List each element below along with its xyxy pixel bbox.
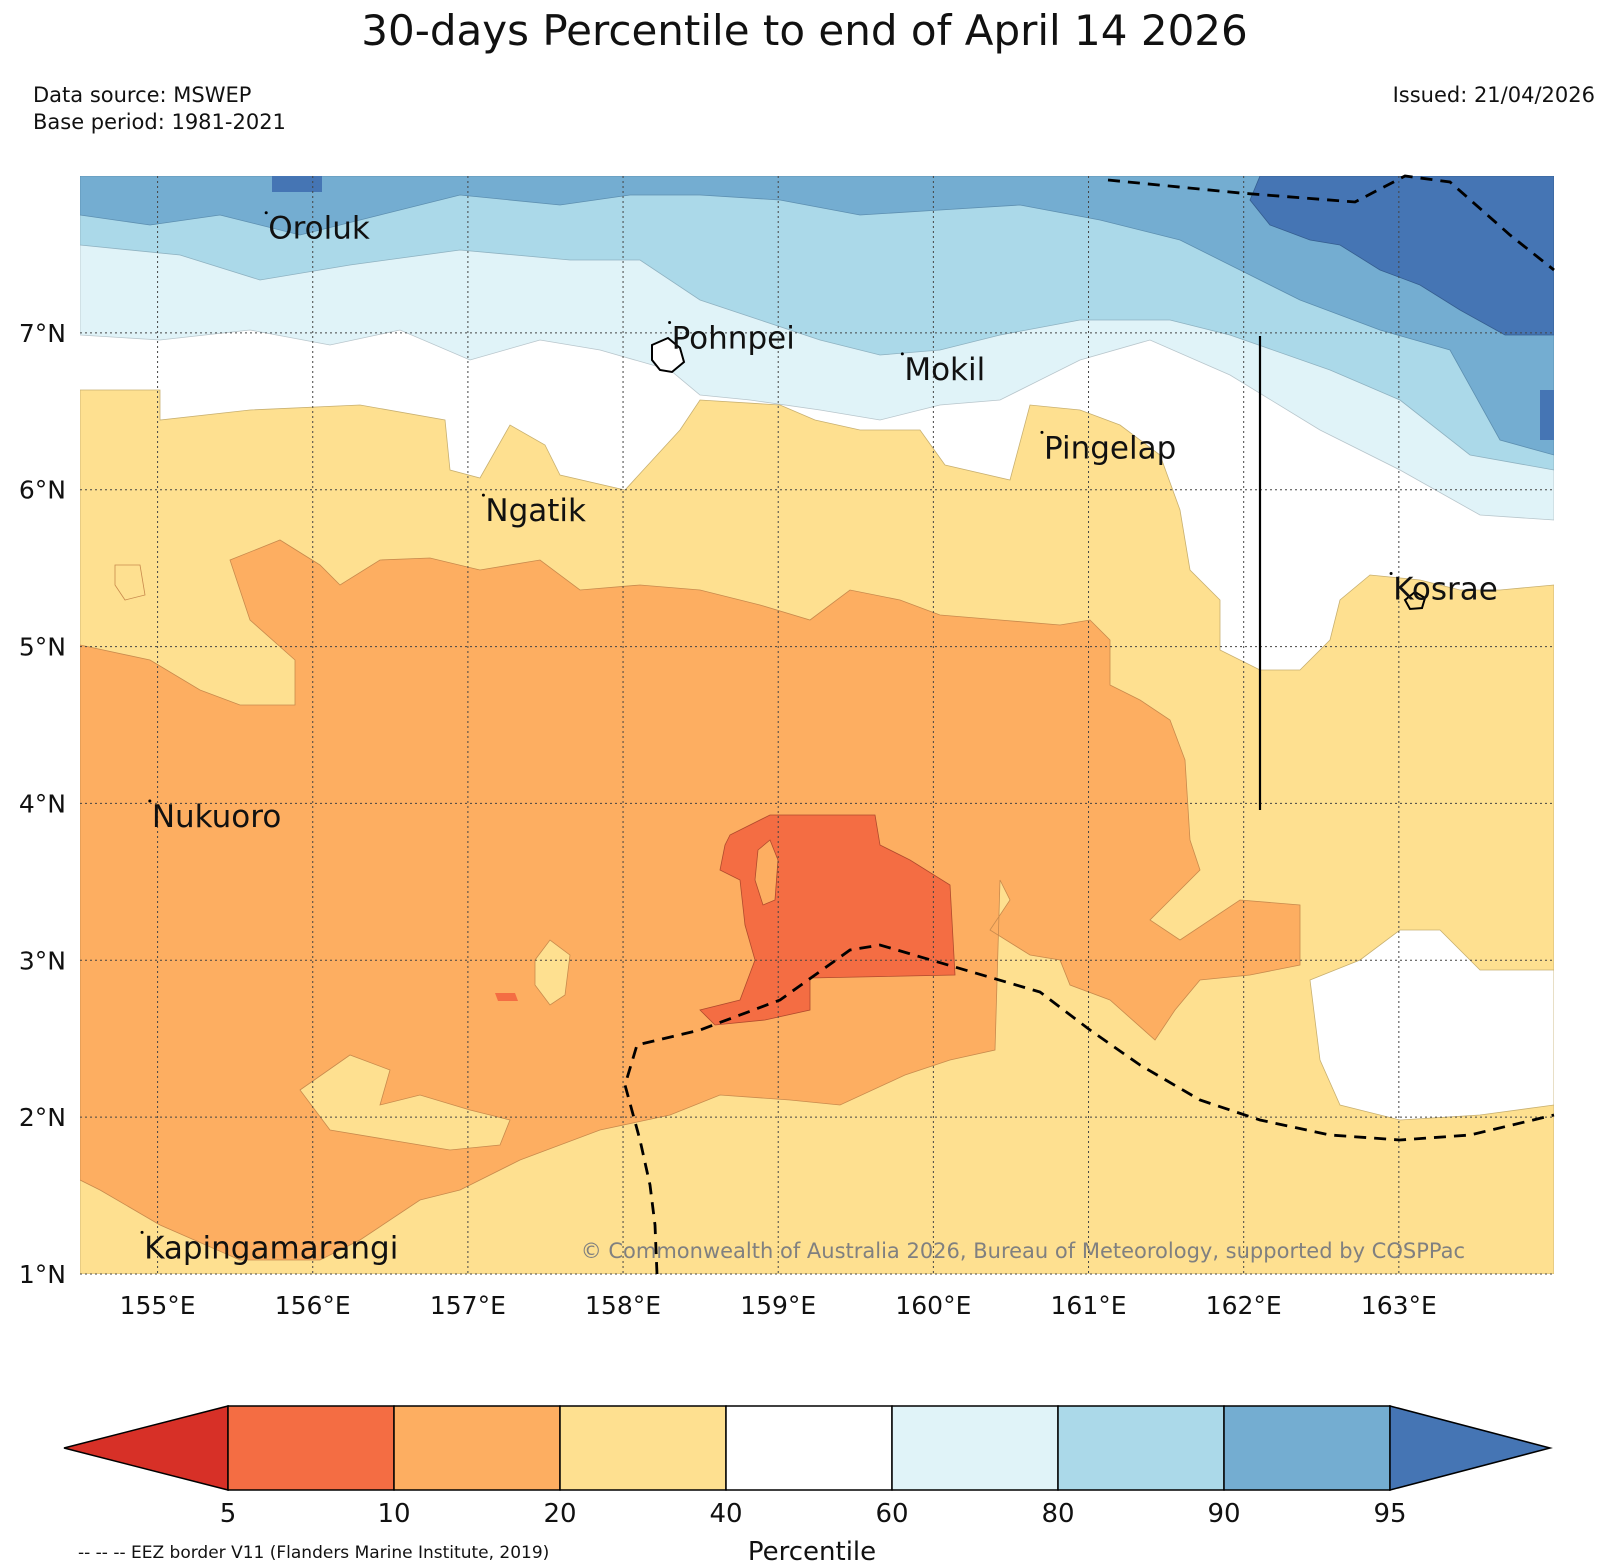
island-marker [148,799,152,803]
copyright-text: © Commonwealth of Australia 2026, Bureau… [581,1239,1465,1263]
colorbar-tick-label: 20 [543,1499,576,1529]
place-label-kapingamarangi: Kapingamarangi [144,1230,398,1266]
longitude-tick-label: 161°E [1051,1291,1127,1320]
colorbar-segment [725,1405,893,1491]
latitude-tick-label: 4°N [19,789,66,818]
colorbar-tick-labels: 5 10 20 40 60 80 90 95 [220,1499,1407,1529]
field-10-20-hole [754,839,779,906]
longitude-tick-label: 160°E [895,1291,971,1320]
place-labels: Oroluk Pohnpei Mokil Pingelap Ngatik Kosrae Nu… [140,211,1498,1266]
island-marker [900,352,904,356]
island-marker [481,493,485,497]
colorbar-extension-high [1389,1405,1553,1491]
map-metadata: Data source: MSWEP Base period: 1981-202… [33,82,286,136]
field-above-95-patch [272,176,322,192]
longitude-tick-label: 162°E [1206,1291,1282,1320]
longitude-tick-label: 157°E [430,1291,506,1320]
colorbar-segment [1057,1405,1225,1491]
colorbar-tick-label: 10 [377,1499,410,1529]
island-marker [140,1230,144,1234]
pohnpei-island-outline [651,336,686,374]
longitude-tick-label: 159°E [740,1291,816,1320]
percentile-fields [80,176,1554,1274]
latitude-tick-label: 1°N [19,1260,66,1289]
colorbar-segment [393,1405,561,1491]
place-label-nukuoro: Nukuoro [152,799,281,835]
colorbar-tick-label: 60 [875,1499,908,1529]
longitude-tick-labels: 155°E 156°E 157°E 158°E 159°E 160°E 161°E 162°E… [120,1291,1437,1320]
longitude-tick-label: 158°E [585,1291,661,1320]
field-20-40-islet [534,939,571,1006]
colorbar-segment [891,1405,1059,1491]
field-above-95-patch-east [1540,390,1554,440]
field-20-40-islands [299,1054,511,1151]
map-title: 30-days Percentile to end of April 14 20… [361,6,1248,55]
graticule [80,176,1554,1275]
kosrae-island-outline [1403,590,1427,611]
data-source-text: Data source: MSWEP [33,83,252,107]
colorbar-tick-label: 5 [220,1499,237,1529]
field-80-90 [80,176,1554,471]
latitude-tick-labels: 1°N 2°N 3°N 4°N 5°N 6°N 7°N [19,319,66,1289]
latitude-tick-label: 2°N [19,1103,66,1132]
issued-date-text: Issued: 21/04/2026 [1392,83,1595,107]
colorbar-segment [559,1405,727,1491]
base-period-text: Base period: 1981-2021 [33,110,286,134]
place-label-pohnpei: Pohnpei [672,321,795,357]
island-marker [668,321,672,325]
latitude-tick-label: 7°N [19,319,66,348]
field-40-60-east-patch [1309,929,1554,1121]
latitude-tick-label: 5°N [19,633,66,662]
longitude-tick-label: 156°E [275,1291,351,1320]
latitude-tick-label: 6°N [19,476,66,505]
field-5-10-islet [495,993,518,1001]
eez-border-south [623,943,1555,1275]
place-label-ngatik: Ngatik [485,493,586,529]
colorbar-segment [227,1405,395,1491]
colorbar-extension-low [63,1405,229,1491]
eez-borders [623,174,1555,1275]
latitude-tick-label: 3°N [19,946,66,975]
colorbar-tick-label: 40 [709,1499,742,1529]
colorbar-tick-label: 95 [1373,1499,1406,1529]
place-label-pingelap: Pingelap [1044,430,1176,466]
island-marker [1040,430,1044,434]
island-marker [1389,572,1393,576]
eez-border-north [1107,174,1555,272]
island-marker [264,211,268,215]
colorbar-tick-label: 90 [1207,1499,1240,1529]
place-label-kosrae: Kosrae [1393,572,1498,608]
eez-legend-note: -- -- -- EEZ border V11 (Flanders Marine… [78,1543,549,1563]
field-above-95 [1249,176,1554,336]
place-label-mokil: Mokil [904,352,985,388]
colorbar-segment [1223,1405,1391,1491]
colorbar-label: Percentile [748,1537,876,1563]
longitude-tick-label: 163°E [1361,1291,1437,1320]
place-label-oroluk: Oroluk [268,211,370,247]
colorbar-tick-label: 80 [1041,1499,1074,1529]
colorbar [63,1405,1553,1491]
longitude-tick-label: 155°E [120,1291,196,1320]
field-20-40-west-patch [114,564,146,601]
